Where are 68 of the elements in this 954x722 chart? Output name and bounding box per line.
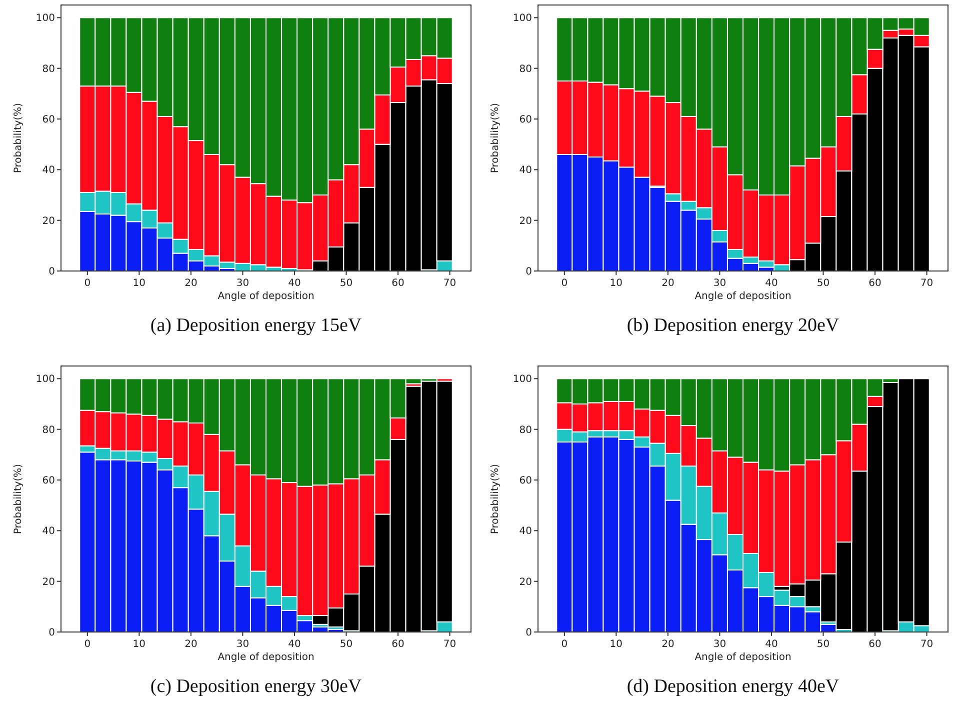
x-tick-label: 20: [662, 278, 674, 289]
x-axis-title: Angle of deposition: [218, 291, 314, 302]
x-tick-label: 0: [84, 278, 91, 289]
text: (a) Deposition energy 15eV: [150, 315, 362, 336]
y-tick-label: 40: [42, 526, 55, 538]
y-tick-label: 40: [42, 165, 55, 176]
x-tick-label: 20: [184, 278, 198, 289]
x-tick-label: 20: [662, 639, 674, 650]
y-axis-title: Probability(%): [490, 464, 501, 534]
x-tick-label: 10: [132, 639, 146, 650]
x-tick-label: 40: [288, 639, 301, 650]
x-tick-label: 60: [868, 278, 882, 289]
y-tick-label: 20: [519, 216, 532, 227]
x-tick-label: 70: [443, 278, 456, 289]
x-tick-label: 60: [868, 639, 882, 650]
x-tick-label: 50: [340, 278, 353, 289]
x-tick-label: 60: [392, 278, 404, 289]
y-tick-label: 20: [519, 576, 532, 588]
x-tick-label: 70: [920, 639, 934, 650]
x-tick-label: 0: [561, 639, 568, 650]
y-tick-label: 100: [512, 13, 532, 24]
x-tick-label: 40: [765, 278, 778, 289]
y-tick-label: 0: [48, 266, 55, 278]
y-tick-label: 100: [36, 13, 55, 24]
y-tick-label: 40: [519, 526, 532, 538]
x-tick-label: 30: [236, 278, 250, 289]
x-tick-label: 0: [561, 278, 568, 289]
x-axis-title: Angle of deposition: [218, 652, 314, 663]
x-tick-label: 50: [816, 278, 830, 289]
y-axis-title: Probability(%): [13, 464, 24, 534]
y-tick-label: 80: [42, 64, 55, 75]
y-tick-label: 80: [519, 424, 532, 436]
x-tick-label: 70: [920, 278, 934, 289]
x-tick-label: 50: [340, 639, 353, 650]
y-tick-label: 40: [519, 165, 532, 176]
text: (c) Deposition energy 30eV: [150, 676, 362, 697]
x-tick-label: 20: [184, 639, 198, 650]
x-tick-label: 10: [610, 639, 623, 650]
y-tick-label: 0: [526, 628, 532, 638]
y-tick-label: 100: [36, 374, 55, 386]
y-axis-title: Probability(%): [13, 102, 24, 174]
y-tick-label: 20: [42, 216, 55, 227]
y-tick-label: 0: [526, 266, 532, 278]
x-tick-label: 30: [236, 639, 250, 650]
y-axis-title: Probability(%): [490, 102, 501, 174]
x-tick-label: 10: [610, 278, 623, 289]
y-tick-label: 60: [42, 114, 55, 126]
y-tick-label: 20: [42, 576, 55, 588]
x-tick-label: 40: [765, 639, 778, 650]
text: (b) Deposition energy 20eV: [626, 315, 840, 336]
y-tick-label: 0: [48, 628, 55, 638]
y-tick-label: 80: [519, 64, 532, 75]
x-tick-label: 0: [84, 639, 91, 650]
y-tick-label: 60: [519, 476, 532, 486]
y-tick-label: 100: [512, 374, 532, 386]
x-tick-label: 60: [392, 639, 404, 650]
x-tick-label: 30: [713, 278, 726, 289]
text: (d) Deposition energy 40eV: [626, 676, 840, 697]
x-tick-label: 70: [443, 639, 456, 650]
x-tick-label: 30: [713, 639, 726, 650]
x-tick-label: 10: [132, 278, 146, 289]
y-tick-label: 60: [42, 476, 55, 486]
x-tick-label: 40: [288, 278, 301, 289]
x-axis-title: Angle of deposition: [694, 291, 792, 302]
x-axis-title: Angle of deposition: [694, 652, 792, 663]
x-tick-label: 50: [816, 639, 830, 650]
y-tick-label: 60: [519, 114, 532, 126]
y-tick-label: 80: [42, 424, 55, 436]
